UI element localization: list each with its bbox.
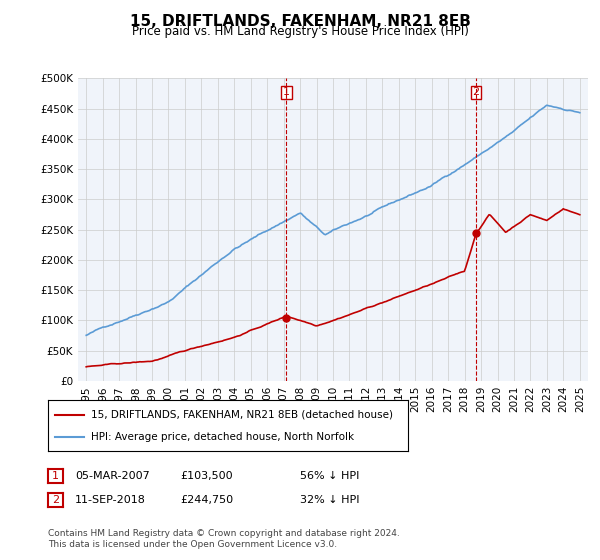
Text: 56% ↓ HPI: 56% ↓ HPI — [300, 471, 359, 481]
Text: £244,750: £244,750 — [180, 495, 233, 505]
Text: 15, DRIFTLANDS, FAKENHAM, NR21 8EB: 15, DRIFTLANDS, FAKENHAM, NR21 8EB — [130, 14, 470, 29]
Text: £103,500: £103,500 — [180, 471, 233, 481]
Text: Price paid vs. HM Land Registry's House Price Index (HPI): Price paid vs. HM Land Registry's House … — [131, 25, 469, 38]
Text: 2: 2 — [52, 495, 59, 505]
Text: 11-SEP-2018: 11-SEP-2018 — [75, 495, 146, 505]
Text: HPI: Average price, detached house, North Norfolk: HPI: Average price, detached house, Nort… — [91, 432, 355, 442]
Text: Contains HM Land Registry data © Crown copyright and database right 2024.
This d: Contains HM Land Registry data © Crown c… — [48, 529, 400, 549]
Text: 05-MAR-2007: 05-MAR-2007 — [75, 471, 150, 481]
Text: 1: 1 — [283, 87, 290, 97]
Text: 2: 2 — [473, 87, 479, 97]
Text: 32% ↓ HPI: 32% ↓ HPI — [300, 495, 359, 505]
Text: 15, DRIFTLANDS, FAKENHAM, NR21 8EB (detached house): 15, DRIFTLANDS, FAKENHAM, NR21 8EB (deta… — [91, 409, 393, 419]
Text: 1: 1 — [52, 471, 59, 480]
